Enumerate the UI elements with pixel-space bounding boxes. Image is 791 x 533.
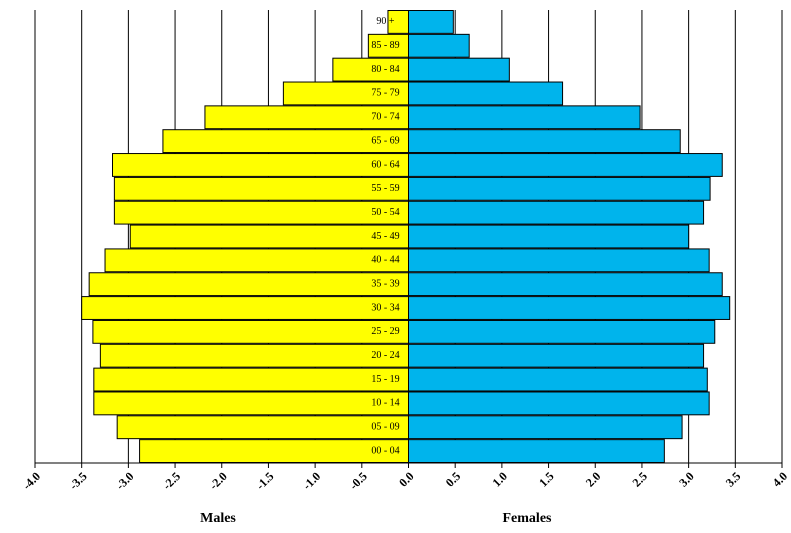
x-tick-label: 4.0	[770, 469, 791, 490]
x-tick-label: 2.0	[583, 469, 604, 490]
bar	[408, 57, 510, 82]
category-label: 45 - 49	[371, 231, 399, 242]
category-label: 40 - 44	[371, 255, 399, 266]
legend-females: Females	[503, 511, 553, 526]
category-label: 85 - 89	[371, 40, 399, 51]
category-label: 15 - 19	[371, 374, 399, 385]
bar	[408, 33, 470, 58]
bar	[113, 176, 410, 201]
bar	[408, 176, 711, 201]
bar	[408, 439, 665, 464]
bar	[408, 367, 708, 392]
x-tick-label: -1.0	[300, 469, 323, 492]
labels: 00 - 04 05 - 09 10 - 14 15 - 19 20 - 24 25 - …	[371, 16, 399, 456]
bar	[408, 248, 710, 273]
legend-males: Males	[200, 511, 236, 526]
category-label: 25 - 29	[371, 326, 399, 337]
bar	[92, 319, 410, 344]
bar	[408, 296, 731, 320]
category-label: 70 - 74	[371, 112, 399, 123]
bar	[81, 296, 409, 320]
category-label: 35 - 39	[371, 278, 399, 289]
category-label: 90 +	[376, 16, 395, 27]
x-tick-label: -2.0	[206, 469, 229, 492]
category-label: 80 - 84	[371, 64, 399, 75]
x-tick-label: 1.5	[536, 469, 557, 490]
category-label: 00 - 04	[371, 445, 399, 456]
x-tick-label: 2.5	[629, 469, 650, 490]
bar	[408, 391, 710, 416]
bar	[93, 391, 409, 416]
bars	[81, 10, 731, 464]
category-label: 75 - 79	[371, 88, 399, 99]
x-tick-label: -3.0	[113, 469, 136, 492]
bar	[408, 224, 690, 249]
category-label: 20 - 24	[371, 350, 399, 361]
x-tick-label: 3.5	[723, 469, 744, 490]
bar	[408, 153, 723, 177]
bar	[93, 367, 409, 392]
bar	[113, 200, 410, 225]
bar	[408, 343, 705, 368]
bar	[408, 10, 454, 34]
x-tick-label: -1.5	[253, 469, 276, 492]
x-tick-label: 1.0	[489, 469, 510, 490]
bar	[408, 319, 716, 344]
x-tick-label: 3.0	[676, 469, 697, 490]
category-label: 50 - 54	[371, 207, 399, 218]
bar	[139, 439, 410, 464]
category-label: 65 - 69	[371, 135, 399, 146]
bar	[112, 153, 409, 177]
x-tick-label: -4.0	[20, 469, 43, 492]
category-label: 55 - 59	[371, 183, 399, 194]
bar	[408, 105, 641, 130]
x-tick-label: -3.5	[66, 469, 89, 492]
bar	[408, 81, 564, 106]
bar	[408, 272, 723, 297]
category-label: 60 - 64	[371, 159, 399, 170]
x-tick-label: 0.0	[396, 469, 417, 490]
bar	[99, 343, 410, 368]
bar	[408, 415, 683, 440]
category-label: 10 - 14	[371, 398, 399, 409]
x-tick-label: 0.5	[443, 469, 464, 490]
bar	[408, 129, 681, 154]
x-tick-label: -0.5	[347, 469, 370, 492]
bar	[408, 200, 705, 225]
category-label: 30 - 34	[371, 302, 399, 313]
bar	[88, 272, 409, 297]
category-label: 05 - 09	[371, 422, 399, 433]
x-tick-label: -2.5	[160, 469, 183, 492]
bar	[129, 224, 409, 249]
bar	[116, 415, 409, 440]
bar	[104, 248, 409, 273]
